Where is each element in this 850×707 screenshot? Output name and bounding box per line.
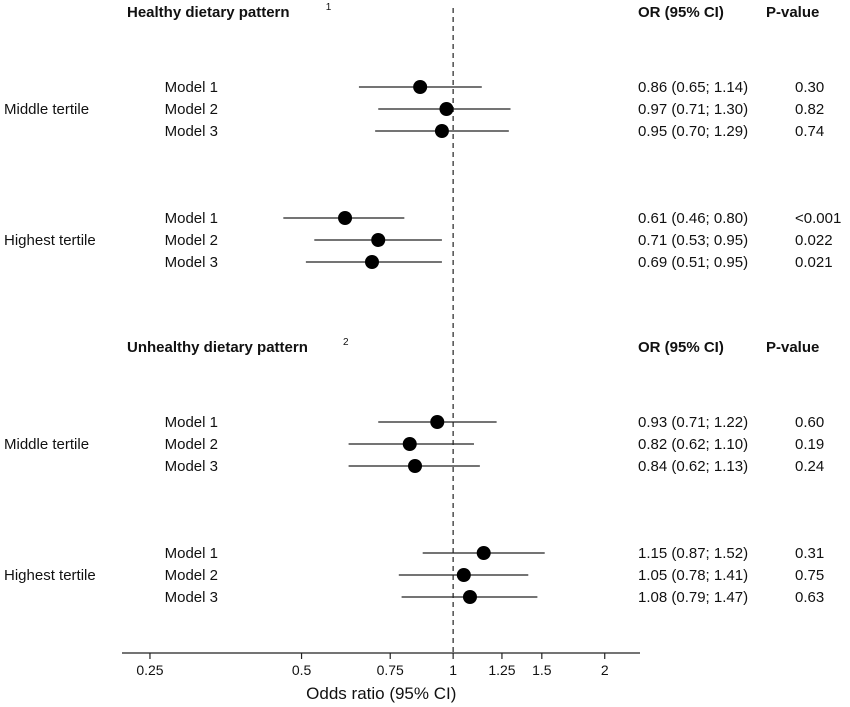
model-label: Model 2 bbox=[165, 101, 218, 118]
p-value: 0.60 bbox=[795, 414, 824, 431]
x-tick-label: 1.25 bbox=[488, 662, 515, 678]
point-estimate bbox=[476, 546, 491, 560]
model-label: Model 3 bbox=[165, 123, 218, 140]
x-tick-label: 1 bbox=[449, 662, 457, 678]
group-label: Highest tertile bbox=[4, 232, 96, 249]
point-estimate bbox=[413, 80, 428, 94]
or-ci-value: 0.86 (0.65; 1.14) bbox=[638, 79, 748, 96]
model-label: Model 2 bbox=[165, 436, 218, 453]
model-label: Model 1 bbox=[165, 545, 218, 562]
model-label: Model 2 bbox=[165, 232, 218, 249]
or-ci-value: 0.71 (0.53; 0.95) bbox=[638, 232, 748, 249]
p-value: 0.30 bbox=[795, 79, 824, 96]
p-value: 0.24 bbox=[795, 458, 824, 475]
or-ci-value: 1.05 (0.78; 1.41) bbox=[638, 567, 748, 584]
section-title-superscript: 2 bbox=[343, 337, 349, 348]
point-estimate bbox=[434, 124, 449, 138]
x-tick-label: 2 bbox=[601, 662, 609, 678]
x-tick-label: 0.25 bbox=[136, 662, 163, 678]
point-estimate bbox=[402, 437, 417, 451]
point-estimate bbox=[364, 255, 379, 269]
section-title-superscript: 1 bbox=[326, 2, 332, 13]
model-label: Model 3 bbox=[165, 589, 218, 606]
column-header-p-value: P-value bbox=[766, 339, 819, 356]
x-axis-label: Odds ratio (95% CI) bbox=[306, 684, 456, 703]
or-ci-value: 0.84 (0.62; 1.13) bbox=[638, 458, 748, 475]
section-title: Unhealthy dietary pattern bbox=[127, 339, 308, 356]
point-estimate bbox=[408, 459, 423, 473]
p-value: 0.63 bbox=[795, 589, 824, 606]
model-label: Model 1 bbox=[165, 79, 218, 96]
model-label: Model 1 bbox=[165, 210, 218, 227]
or-ci-value: 0.61 (0.46; 0.80) bbox=[638, 210, 748, 227]
model-label: Model 3 bbox=[165, 254, 218, 271]
point-estimate bbox=[462, 590, 477, 604]
group-label: Middle tertile bbox=[4, 101, 89, 118]
point-estimate bbox=[371, 233, 386, 247]
p-value: 0.82 bbox=[795, 101, 824, 118]
p-value: 0.31 bbox=[795, 545, 824, 562]
or-ci-value: 0.82 (0.62; 1.10) bbox=[638, 436, 748, 453]
group-label: Highest tertile bbox=[4, 567, 96, 584]
x-tick-label: 1.5 bbox=[532, 662, 552, 678]
column-header-or: OR (95% CI) bbox=[638, 4, 724, 21]
or-ci-value: 1.15 (0.87; 1.52) bbox=[638, 545, 748, 562]
p-value: <0.001 bbox=[795, 210, 841, 227]
p-value: 0.022 bbox=[795, 232, 833, 249]
or-ci-value: 0.95 (0.70; 1.29) bbox=[638, 123, 748, 140]
point-estimate bbox=[456, 568, 471, 582]
model-label: Model 3 bbox=[165, 458, 218, 475]
x-tick-label: 0.75 bbox=[377, 662, 404, 678]
model-label: Model 2 bbox=[165, 567, 218, 584]
p-value: 0.75 bbox=[795, 567, 824, 584]
group-label: Middle tertile bbox=[4, 436, 89, 453]
or-ci-value: 0.97 (0.71; 1.30) bbox=[638, 101, 748, 118]
or-ci-value: 0.69 (0.51; 0.95) bbox=[638, 254, 748, 271]
x-tick-label: 0.5 bbox=[292, 662, 312, 678]
p-value: 0.021 bbox=[795, 254, 833, 271]
point-estimate bbox=[430, 415, 445, 429]
column-header-p-value: P-value bbox=[766, 4, 819, 21]
model-label: Model 1 bbox=[165, 414, 218, 431]
column-header-or: OR (95% CI) bbox=[638, 339, 724, 356]
or-ci-value: 0.93 (0.71; 1.22) bbox=[638, 414, 748, 431]
p-value: 0.19 bbox=[795, 436, 824, 453]
section-title: Healthy dietary pattern bbox=[127, 4, 290, 21]
or-ci-value: 1.08 (0.79; 1.47) bbox=[638, 589, 748, 606]
point-estimate bbox=[338, 211, 353, 225]
p-value: 0.74 bbox=[795, 123, 824, 140]
point-estimate bbox=[439, 102, 454, 116]
